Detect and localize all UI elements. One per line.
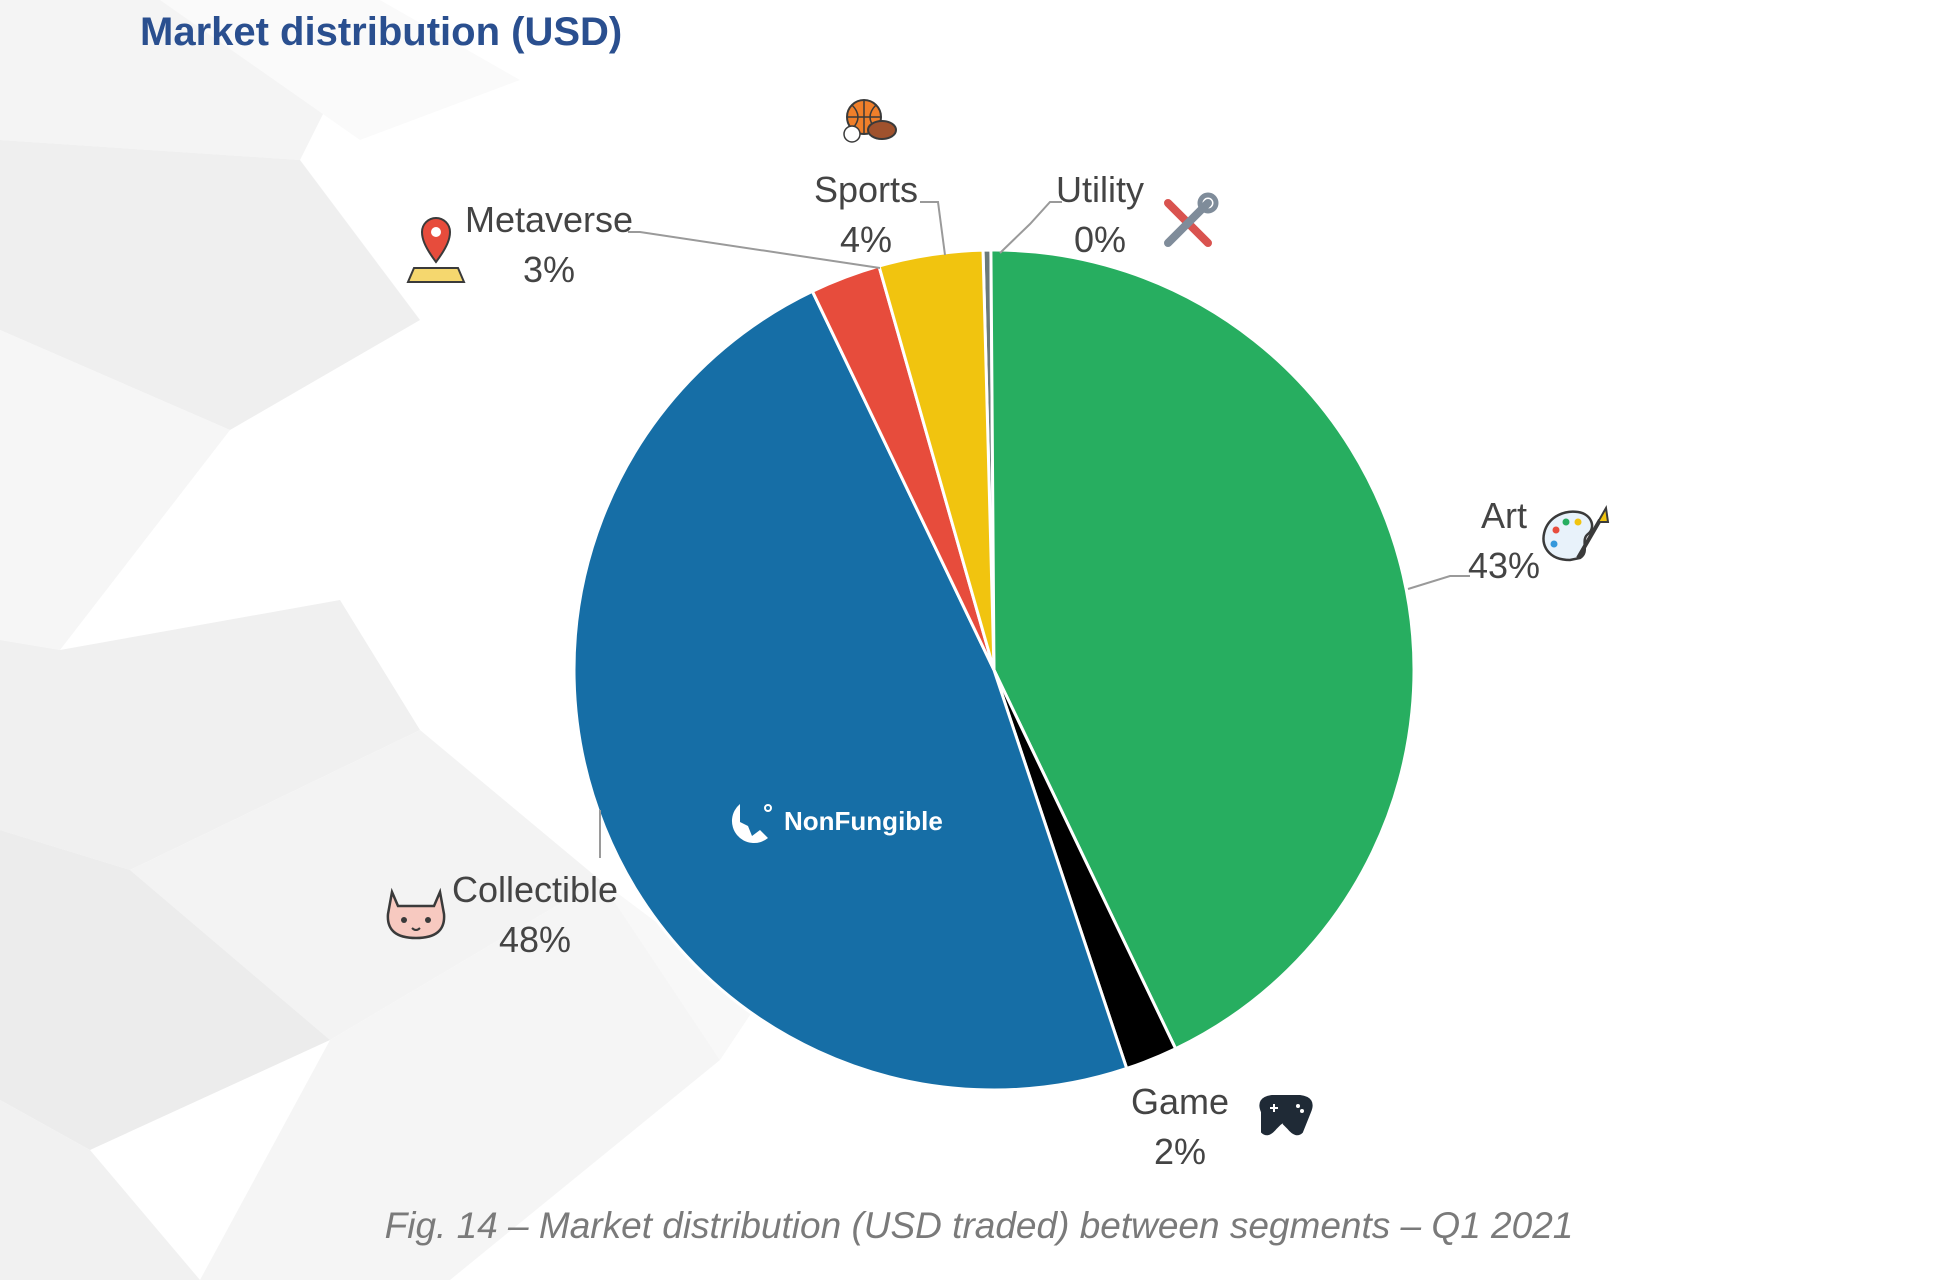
leader-line-sports (920, 201, 946, 256)
map-pin-icon (406, 217, 466, 283)
sports-balls-icon (843, 99, 897, 143)
leader-line-art (1407, 575, 1470, 590)
slice-value-art: 43% (1468, 545, 1540, 586)
slice-label-metaverse: Metaverse (465, 199, 633, 240)
slice-value-game: 2% (1154, 1131, 1206, 1172)
pie-slice-sports (877, 248, 996, 671)
palette-icon (1542, 504, 1610, 562)
tools-icon (1164, 192, 1219, 247)
pie-slice-collectible (572, 289, 1129, 1092)
slice-label-utility: Utility (1056, 169, 1144, 210)
chart-title: Market distribution (USD) (140, 10, 623, 54)
slice-label-art: Art (1481, 495, 1527, 536)
figure-caption: Fig. 14 – Market distribution (USD trade… (384, 1205, 1574, 1246)
slice-value-collectible: 48% (499, 919, 571, 960)
nonfungible-logo-icon (731, 804, 772, 844)
leader-line-metaverse (628, 231, 881, 269)
slice-value-sports: 4% (840, 219, 892, 260)
slice-label-sports: Sports (814, 169, 918, 210)
leader-line-utility (999, 201, 1062, 254)
slice-label-game: Game (1131, 1081, 1229, 1122)
watermark-logo: NonFungible (731, 804, 943, 844)
slice-label-collectible: Collectible (452, 869, 618, 910)
watermark-text: NonFungible (784, 806, 943, 836)
gamepad-icon (1259, 1095, 1313, 1136)
slice-value-utility: 0% (1074, 219, 1126, 260)
slice-value-metaverse: 3% (523, 249, 575, 290)
pie-slice-art (989, 248, 1416, 1051)
cat-face-icon (386, 887, 446, 940)
